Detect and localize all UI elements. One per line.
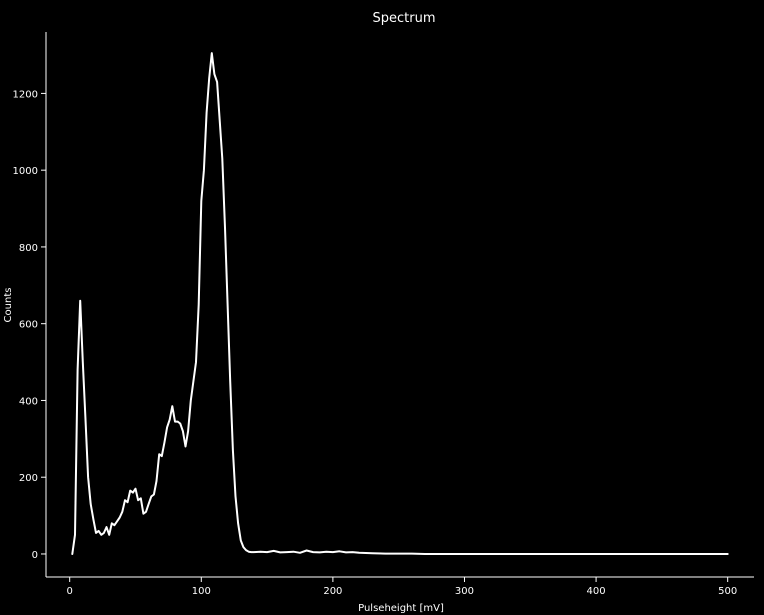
y-axis-label: Counts [3,288,14,323]
chart-title: Spectrum [373,11,436,26]
x-tick-label: 500 [718,586,737,597]
x-tick-label: 400 [587,586,606,597]
y-tick-label: 800 [19,243,38,254]
x-tick-label: 200 [323,586,342,597]
y-tick-label: 400 [19,396,38,407]
spectrum-series-line [71,52,729,555]
y-tick-label: 1200 [13,89,38,100]
x-axis-ticks: 0 100 200 300 400 500 [67,577,737,597]
x-axis-label: Pulseheight [mV] [358,603,444,614]
y-axis-ticks: 0 200 400 600 800 1000 1200 [13,89,46,561]
x-tick-label: 300 [455,586,474,597]
y-tick-label: 1000 [13,166,38,177]
x-tick-label: 100 [192,586,211,597]
y-tick-label: 0 [32,550,38,561]
y-tick-label: 200 [19,473,38,484]
y-tick-label: 600 [19,320,38,331]
series-layer [71,52,729,555]
x-tick-label: 0 [67,586,73,597]
